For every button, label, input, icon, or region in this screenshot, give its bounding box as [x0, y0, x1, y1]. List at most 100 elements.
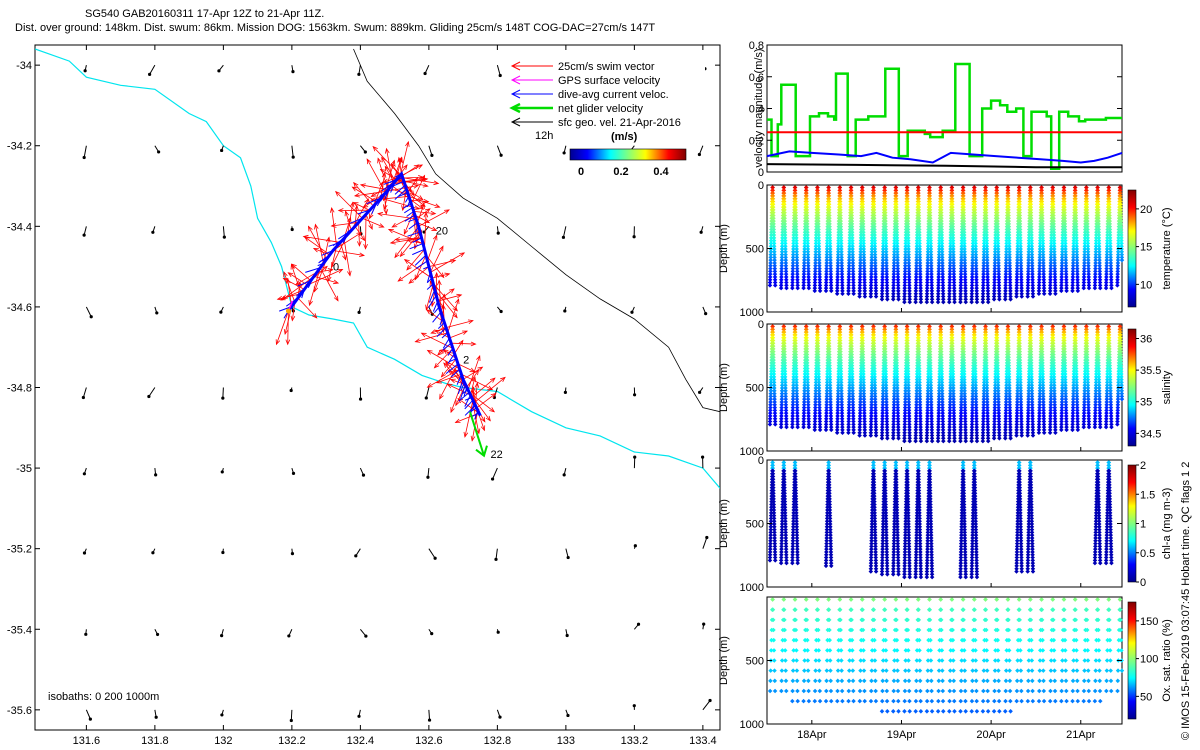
geo-velocity-arrow: [633, 622, 641, 630]
profile-point: [795, 274, 800, 280]
swim-vector: [343, 238, 352, 277]
swim-vector: [396, 179, 429, 188]
geo-velocity-arrow: [219, 306, 224, 314]
geo-velocity-arrow: [220, 629, 224, 638]
geo-velocity-arrow: [83, 65, 87, 73]
profile-point: [817, 288, 823, 294]
map-ytick-label: -34.2: [7, 141, 32, 153]
profile-point: [806, 271, 811, 277]
profile-point: [795, 277, 800, 283]
geo-velocity-arrow: [81, 387, 87, 400]
velocity-axes-box: [766, 44, 1123, 173]
legend-label: sfc geo. vel. 21-Apr-2016: [558, 117, 681, 129]
profile-point: [767, 283, 773, 288]
profile-point: [828, 263, 833, 269]
figure-subtitle: Dist. over ground: 148km. Dist. swum: 86…: [15, 22, 656, 34]
geo-velocity-arrow: [702, 535, 709, 549]
profile-point: [784, 277, 789, 283]
geo-velocity-arrow: [82, 226, 87, 237]
map-ticks: 131.6 131.8 132 132.2 132.4 132.6 132.8 133 133.…: [7, 45, 720, 747]
geo-velocity-arrow: [287, 629, 293, 638]
legend-entry: net glider velocity: [509, 102, 643, 115]
geo-velocity-arrow: [562, 145, 567, 155]
profile-point: [783, 263, 789, 269]
swim-vector: [451, 341, 477, 347]
profile-point: [806, 280, 811, 285]
dac-vector: [457, 379, 464, 394]
geo-velocity-arrow: [82, 467, 87, 476]
geo-velocity-arrow: [423, 64, 430, 76]
map-xtick-label: 132.2: [278, 735, 306, 747]
swim-vector: [415, 208, 431, 220]
map-ytick-label: -34: [16, 60, 32, 72]
map-xtick-label: 131.6: [73, 735, 101, 747]
swim-vector: [476, 392, 497, 409]
velocity-panel: 00.20.40.60.8 velocity magnitude (m/s): [749, 40, 1123, 179]
profile-point: [812, 280, 818, 285]
profile-point: [806, 266, 811, 271]
swim-vector: [295, 271, 318, 285]
velocity-series-line: [766, 150, 1123, 164]
coastline: [35, 48, 720, 489]
profile-point: [772, 255, 777, 260]
swim-vector: [430, 252, 466, 273]
swim-vector: [397, 156, 402, 175]
swim-vector: [437, 293, 463, 302]
legend-label: GPS surface velocity: [558, 75, 661, 87]
swim-vector: [447, 298, 460, 333]
swim-vector: [434, 289, 458, 319]
swim-vector: [337, 208, 370, 213]
swim-vector: [403, 259, 433, 279]
map-ytick-label: -35.4: [7, 624, 32, 636]
profile-point: [779, 277, 784, 283]
legend-label: net glider velocity: [558, 103, 643, 115]
map-xtick-label: 133: [557, 735, 575, 747]
swim-vector: [354, 226, 366, 242]
colorbar: [1127, 189, 1137, 308]
profile-point: [779, 280, 784, 285]
profile-point: [772, 280, 778, 285]
geo-velocity-arrow: [359, 145, 367, 154]
geo-velocity-arrow: [424, 387, 430, 400]
swim-vector: [435, 373, 462, 384]
profile-point: [817, 266, 822, 271]
geo-velocity-arrow: [496, 306, 503, 314]
profile-point: [784, 285, 789, 291]
map-xtick-label: 131.8: [141, 735, 169, 747]
swim-vector: [403, 211, 415, 236]
swim-vector: [418, 209, 450, 227]
profile-point: [801, 280, 806, 285]
swim-vector: [426, 349, 460, 370]
map-axes-box: [34, 44, 721, 731]
legend-label: dive-avg current veloc.: [558, 89, 669, 101]
profile-point: [812, 269, 818, 274]
profile-point: [779, 269, 784, 274]
profile-point: [768, 257, 773, 263]
profile-point: [795, 285, 800, 291]
profile-point: [817, 274, 823, 280]
dac-vector: [408, 222, 418, 230]
profile-point: [794, 269, 800, 274]
swim-vector: [454, 339, 464, 354]
geo-velocity-arrow: [220, 709, 224, 717]
map-xtick-label: 132.4: [347, 735, 375, 747]
legend-colorbar-tick: 0: [578, 166, 584, 178]
depth-tick-label: 1000: [740, 307, 764, 319]
profile-point: [806, 274, 811, 280]
profile-point: [828, 269, 834, 274]
swim-vector: [462, 366, 484, 380]
geo-velocity-arrow: [701, 455, 705, 469]
profile-point: [772, 274, 778, 280]
legend-time-label: 12h: [535, 130, 553, 142]
profile-point: [824, 260, 829, 266]
swim-vector: [363, 214, 368, 250]
swim-vector: [317, 268, 334, 273]
profile-point: [794, 257, 800, 263]
swim-vector: [314, 223, 324, 264]
geo-velocity-arrow: [359, 467, 366, 477]
map-ytick-label: -34.4: [7, 221, 32, 233]
depth-tick-label: 500: [746, 244, 764, 256]
profile-point: [768, 266, 773, 271]
